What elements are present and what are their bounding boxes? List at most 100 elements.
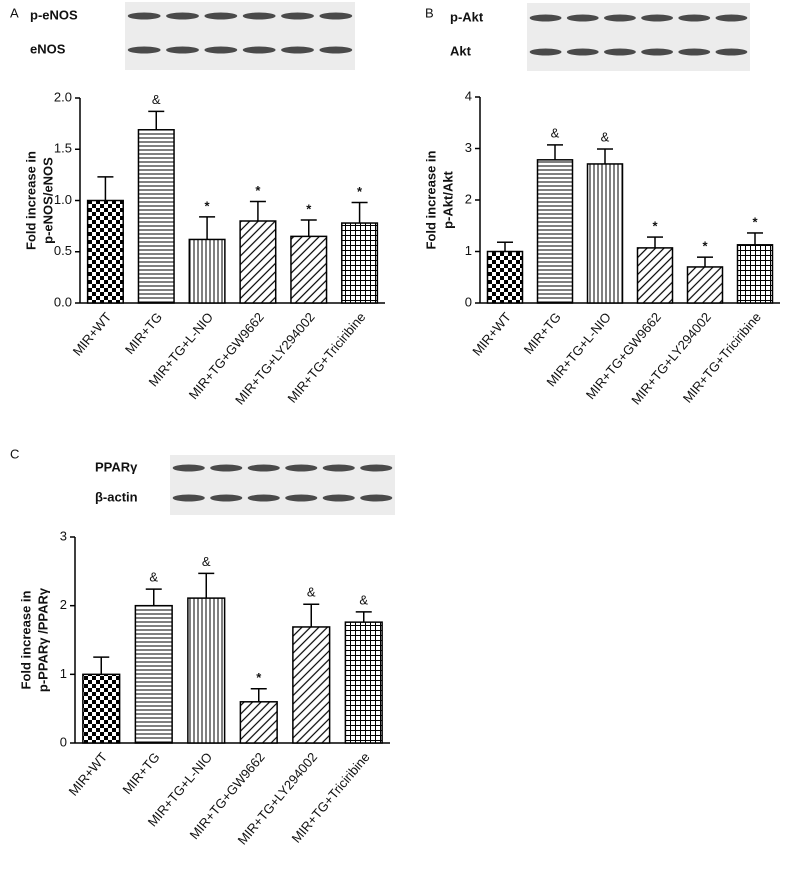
blot-band bbox=[715, 14, 748, 22]
blot-label: p-eNOS bbox=[30, 7, 78, 22]
blot-band bbox=[166, 46, 199, 54]
blot-band bbox=[319, 46, 353, 54]
blot-label: p-Akt bbox=[450, 9, 484, 24]
blot-band bbox=[319, 12, 353, 20]
y-tick-label: 4 bbox=[465, 88, 472, 103]
bar bbox=[636, 247, 674, 304]
significance-mark: * bbox=[752, 214, 758, 229]
blot-band bbox=[641, 48, 674, 56]
bar bbox=[344, 621, 383, 744]
bar bbox=[187, 597, 226, 744]
significance-mark: & bbox=[601, 129, 610, 144]
significance-mark: & bbox=[152, 92, 161, 107]
bar bbox=[486, 250, 524, 304]
blot-band bbox=[322, 494, 355, 502]
blot-band bbox=[603, 48, 636, 56]
x-tick-label: MIR+TG bbox=[119, 749, 162, 797]
significance-mark: * bbox=[357, 184, 363, 199]
significance-mark: & bbox=[359, 592, 368, 607]
blot-label: Akt bbox=[450, 43, 472, 58]
y-axis-label: p-PPARγ /PPARγ bbox=[35, 587, 50, 692]
blot-band bbox=[247, 464, 280, 472]
blot-band bbox=[242, 12, 276, 20]
bar bbox=[536, 159, 574, 304]
blot-background bbox=[125, 2, 355, 70]
y-tick-label: 2 bbox=[465, 191, 472, 206]
blot-band bbox=[166, 12, 199, 20]
x-tick-label: MIR+WT bbox=[65, 749, 110, 798]
blot-band bbox=[285, 494, 318, 502]
x-tick-label: MIR+WT bbox=[469, 309, 514, 358]
bar bbox=[586, 163, 624, 304]
x-tick-label: MIR+WT bbox=[70, 309, 115, 358]
blot-band bbox=[566, 48, 599, 56]
blot-band bbox=[204, 12, 238, 20]
significance-mark: * bbox=[702, 239, 708, 254]
y-tick-label: 0 bbox=[60, 734, 67, 749]
blot-band bbox=[210, 464, 243, 472]
blot-band bbox=[210, 494, 243, 502]
blot-band bbox=[529, 14, 562, 22]
blot-band bbox=[641, 14, 674, 22]
y-tick-label: 1 bbox=[465, 243, 472, 258]
bar bbox=[686, 266, 724, 304]
bar bbox=[82, 673, 121, 744]
significance-mark: & bbox=[202, 554, 211, 569]
blot-background bbox=[527, 3, 750, 71]
significance-mark: & bbox=[551, 125, 560, 140]
panel-label: B bbox=[425, 5, 434, 20]
y-axis-label: p-eNOS/eNOS bbox=[40, 157, 55, 244]
y-tick-label: 1.0 bbox=[54, 192, 72, 207]
significance-mark: * bbox=[306, 201, 312, 216]
blot-label: eNOS bbox=[30, 41, 66, 56]
bar bbox=[292, 626, 331, 744]
blot-band bbox=[603, 14, 636, 22]
y-tick-label: 1.5 bbox=[54, 141, 72, 156]
y-axis-label: p-Akt/Akt bbox=[440, 170, 455, 228]
blot-band bbox=[172, 464, 205, 472]
bar bbox=[188, 238, 226, 304]
blot-band bbox=[360, 464, 393, 472]
bar bbox=[86, 199, 124, 304]
significance-mark: * bbox=[256, 670, 262, 685]
blot-band bbox=[247, 494, 280, 502]
y-axis-label: Fold increase in bbox=[423, 150, 438, 249]
y-tick-label: 3 bbox=[60, 528, 67, 543]
panel-label: A bbox=[10, 5, 19, 20]
blot-band bbox=[242, 46, 276, 54]
blot-band bbox=[678, 48, 711, 56]
bar bbox=[239, 220, 277, 304]
blot-band bbox=[127, 46, 161, 54]
bar bbox=[239, 701, 278, 744]
y-axis-label: Fold increase in bbox=[18, 590, 33, 689]
y-tick-label: 0.0 bbox=[54, 294, 72, 309]
blot-band bbox=[172, 494, 205, 502]
significance-mark: * bbox=[652, 219, 658, 234]
significance-mark: * bbox=[205, 198, 211, 213]
blot-band bbox=[322, 464, 355, 472]
blot-band bbox=[360, 494, 393, 502]
blot-band bbox=[566, 14, 599, 22]
significance-mark: & bbox=[149, 570, 158, 585]
blot-band bbox=[529, 48, 562, 56]
y-tick-label: 2.0 bbox=[54, 89, 72, 104]
y-axis-label: Fold increase in bbox=[23, 151, 38, 250]
bar bbox=[134, 604, 173, 744]
x-tick-label: MIR+TG bbox=[521, 309, 564, 357]
y-tick-label: 3 bbox=[465, 140, 472, 155]
blot-band bbox=[678, 14, 711, 22]
blot-band bbox=[281, 12, 314, 20]
blot-background bbox=[170, 455, 395, 515]
bar bbox=[137, 129, 175, 304]
blot-band bbox=[127, 12, 161, 20]
blot-band bbox=[285, 464, 318, 472]
bar bbox=[341, 222, 379, 304]
blot-label: PPARγ bbox=[95, 459, 138, 474]
x-tick-label: MIR+TG bbox=[122, 309, 165, 357]
significance-mark: & bbox=[307, 585, 316, 600]
y-tick-label: 2 bbox=[60, 597, 67, 612]
y-tick-label: 0.5 bbox=[54, 243, 72, 258]
blot-label: β-actin bbox=[95, 489, 138, 504]
bar bbox=[290, 235, 328, 304]
